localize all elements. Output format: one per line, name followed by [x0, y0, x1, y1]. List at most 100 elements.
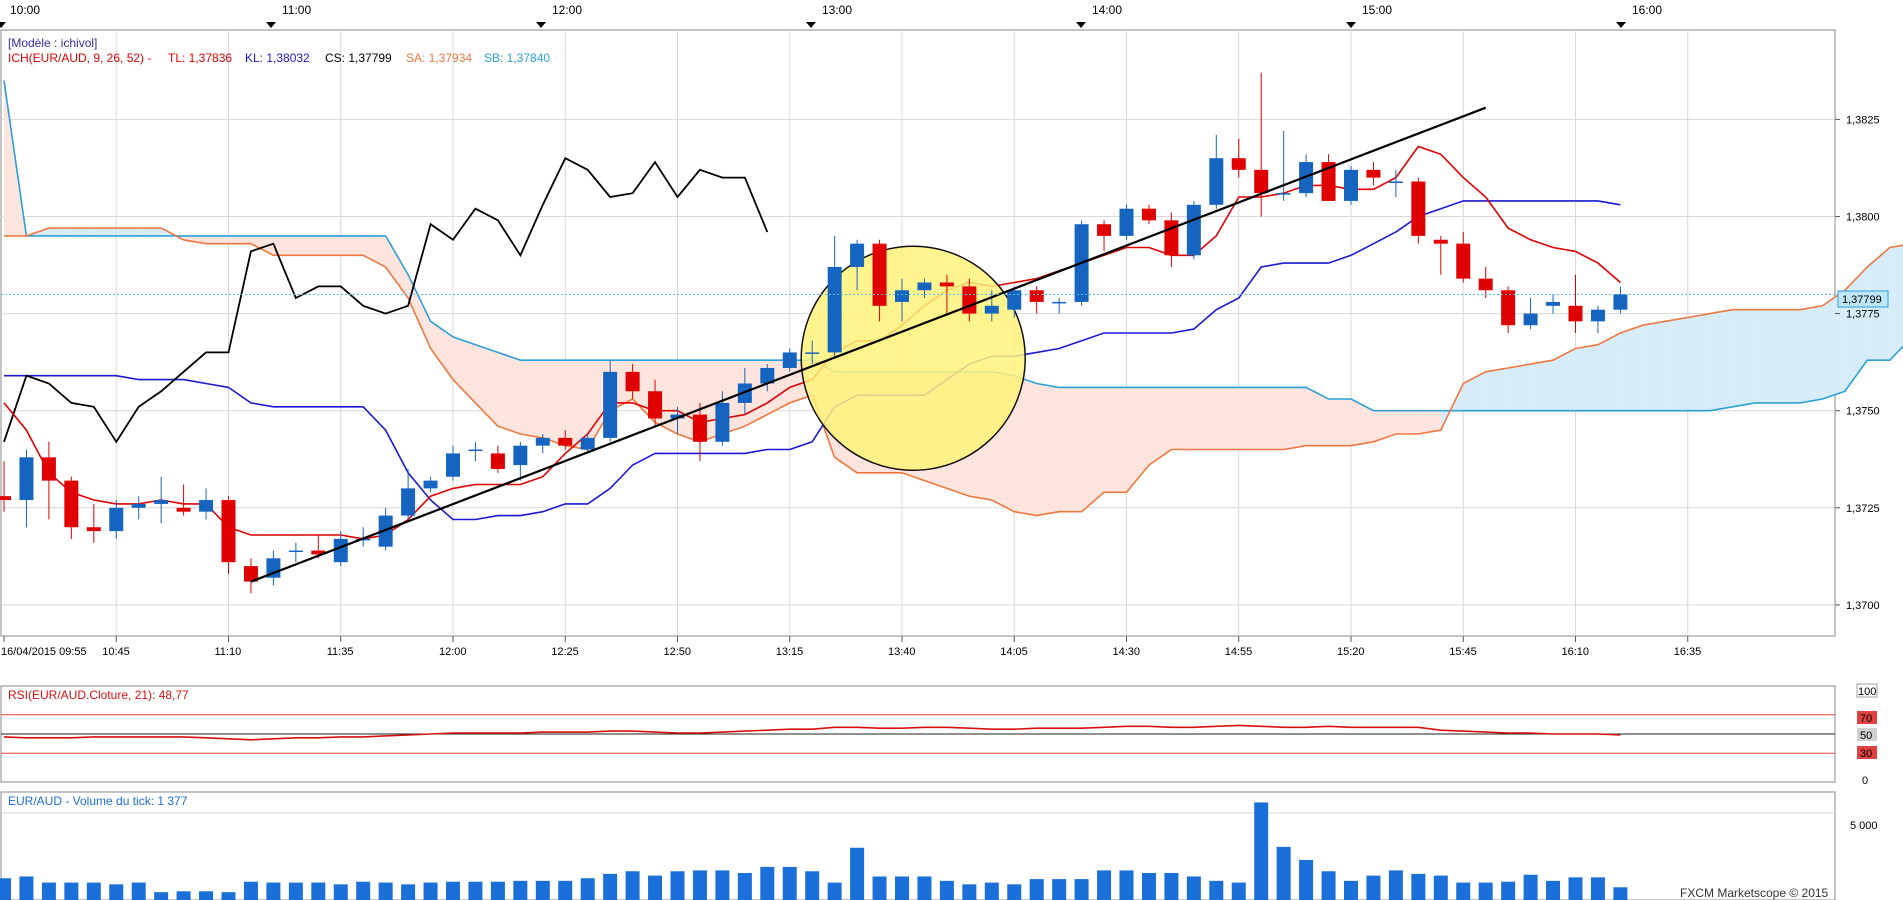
candle-body	[1119, 208, 1134, 236]
volume-bar	[580, 878, 595, 900]
candle-body	[1344, 169, 1358, 201]
volume-bar	[805, 871, 820, 900]
cloud-segment	[1889, 245, 1903, 361]
candle-body	[1052, 301, 1067, 304]
volume-bar	[311, 882, 326, 900]
cloud-segment	[206, 235, 229, 244]
cloud-segment	[138, 228, 162, 236]
cloud-segment	[1665, 317, 1688, 411]
candle-body	[670, 414, 685, 419]
volume-bar	[378, 882, 393, 900]
volume-bar	[401, 884, 416, 900]
candle-body	[1501, 290, 1516, 326]
candle-body	[1321, 162, 1336, 201]
volume-bar	[423, 882, 438, 900]
volume-bar	[850, 847, 865, 900]
cloud-segment	[542, 360, 566, 446]
rsi-level-label: 100	[1858, 686, 1876, 698]
rsi-line	[3, 724, 1621, 741]
cloud-segment	[453, 336, 476, 403]
cloud-segment	[1844, 266, 1868, 392]
volume-bar	[1231, 882, 1246, 900]
top-time-tick	[1076, 22, 1086, 28]
rsi-layer	[1, 714, 1835, 754]
candle-body	[86, 527, 101, 532]
candle-body	[0, 496, 11, 501]
candle-body	[558, 437, 573, 446]
candle-body	[468, 449, 483, 452]
volume-bar	[1029, 879, 1044, 900]
candle-body	[243, 566, 258, 582]
cloud-segment	[1732, 309, 1756, 407]
volume-bar	[1478, 882, 1493, 900]
volume-bar	[41, 882, 56, 900]
volume-bar	[939, 880, 954, 900]
candle-body	[176, 507, 191, 512]
current-price-label: 1,37799	[1842, 294, 1882, 306]
top-time-label: 10:00	[10, 3, 40, 17]
volume-bar	[1074, 879, 1089, 900]
rsi-level-label: 30	[1860, 748, 1872, 760]
volume-bar	[715, 870, 730, 900]
cloud-segment	[1104, 387, 1127, 493]
candle-body	[1209, 158, 1224, 205]
cloud-segment	[183, 235, 207, 244]
volume-bar	[243, 881, 258, 900]
volume-bar	[221, 892, 236, 900]
candle-body	[64, 480, 79, 528]
candle-body	[1523, 313, 1538, 326]
volume-bar	[266, 882, 281, 900]
volume-bar	[1276, 846, 1291, 900]
candle-body	[850, 243, 865, 267]
cloud-segment	[497, 352, 521, 434]
volume-bar	[64, 882, 79, 900]
volume-bar	[288, 882, 303, 900]
cloud-segment	[1306, 387, 1329, 446]
candle-body	[917, 282, 932, 291]
cloud-segment	[1642, 321, 1666, 411]
y-tick-label: 1,3750	[1846, 406, 1880, 418]
cloud-segment	[1395, 410, 1419, 434]
y-tick-label: 1,3800	[1846, 211, 1880, 223]
candle-body	[199, 500, 214, 512]
cloud-segment	[1036, 383, 1060, 516]
cloud-segment	[295, 235, 319, 256]
cloud-segment	[1575, 344, 1598, 411]
senkou-span-a-line	[4, 227, 1903, 517]
candle-body	[19, 457, 34, 501]
volume-bar	[176, 891, 191, 900]
cloud-segment	[228, 235, 251, 244]
x-tick-label: 13:40	[888, 646, 916, 658]
volume-tick-label: 5 000	[1850, 820, 1878, 832]
candle-body	[109, 507, 124, 532]
cloud-segment	[1463, 371, 1486, 411]
candle-body	[625, 371, 640, 392]
volume-bar	[872, 876, 887, 900]
candle-body	[1029, 290, 1044, 302]
volume-bar	[1523, 874, 1538, 900]
cloud-segment	[1553, 348, 1576, 411]
volume-bar	[109, 884, 124, 900]
cloud-segment	[1216, 387, 1239, 450]
rsi-level-box	[1856, 683, 1878, 698]
candle-body	[311, 550, 326, 555]
candle-body	[154, 500, 169, 504]
cloud-segment	[1440, 383, 1464, 431]
top-time-label: 14:00	[1092, 3, 1122, 17]
cloud-segment	[1351, 399, 1374, 446]
candle-body	[446, 453, 460, 477]
candle-body	[1141, 208, 1156, 221]
cloud-segment	[1193, 387, 1217, 450]
rsi-level-label: 50	[1860, 730, 1872, 742]
cloud-segment	[1485, 367, 1509, 411]
top-time-label: 11:00	[282, 3, 311, 17]
cloud-segment	[1597, 333, 1621, 411]
footer-credit: FXCM Marketscope © 2015	[1680, 886, 1829, 900]
volume-bar	[513, 880, 528, 900]
volume-bar	[468, 881, 483, 900]
candle-body	[266, 558, 281, 578]
cloud-segment	[1508, 364, 1531, 411]
candle-body	[423, 480, 438, 489]
trendline-layer	[250, 106, 1487, 583]
